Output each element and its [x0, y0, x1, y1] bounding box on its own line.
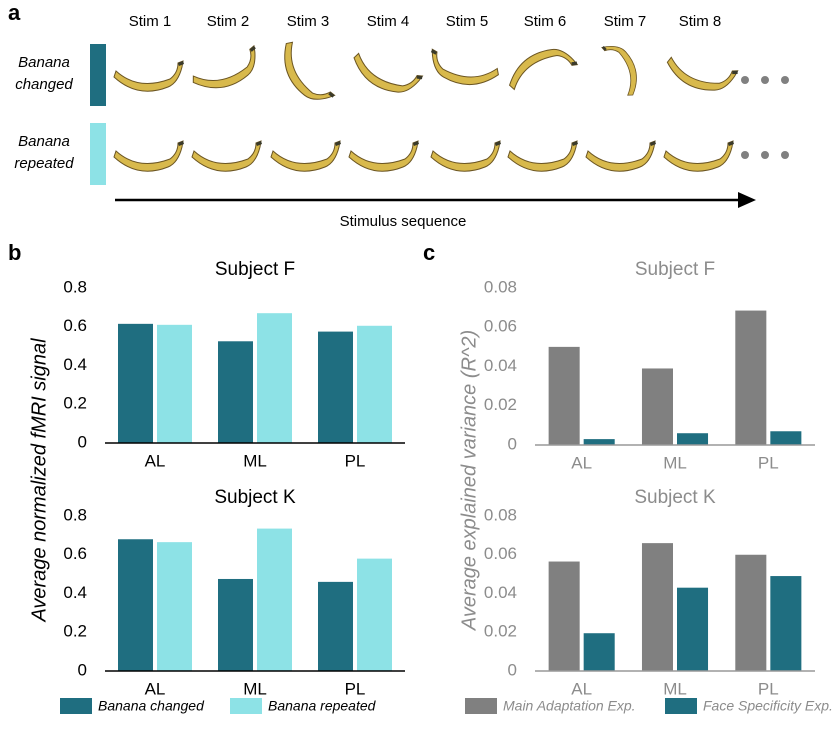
y-tick-label: 0.2 [63, 394, 87, 413]
arrow-head [738, 192, 756, 208]
bar [118, 539, 153, 671]
y-tick-label: 0.02 [484, 622, 517, 641]
row-label: Banana repeated [14, 133, 74, 172]
stim-label: Stim 8 [679, 13, 722, 30]
x-tick-label: AL [145, 451, 166, 470]
row-label: Banana changed [15, 54, 73, 93]
x-tick-label: PL [758, 453, 779, 472]
y-tick-label: 0 [78, 432, 87, 451]
bar [677, 587, 709, 671]
legend-swatch [60, 698, 92, 714]
bar [257, 313, 292, 443]
x-tick-label: PL [345, 451, 366, 470]
legend-label: Banana repeated [268, 698, 377, 714]
bar [318, 331, 353, 443]
x-tick-label: AL [571, 453, 592, 472]
y-axis-label: Average normalized fMRI signal [28, 338, 50, 623]
y-axis-label: Average explained variance (R^2) [458, 330, 480, 631]
condition-swatch [90, 123, 106, 185]
bar [583, 439, 615, 445]
legend-label: Face Specificity Exp. [703, 698, 833, 714]
bar [677, 433, 709, 445]
y-tick-label: 0.04 [484, 356, 517, 375]
chart-title: Subject F [215, 259, 295, 280]
stim-label: Stim 4 [367, 13, 410, 30]
x-tick-label: ML [243, 679, 267, 698]
y-tick-label: 0.8 [63, 505, 87, 524]
y-tick-label: 0.4 [63, 583, 87, 602]
y-tick-label: 0 [508, 660, 517, 679]
chart-title: Subject K [214, 487, 296, 508]
stimulus-images [113, 35, 789, 172]
bar [641, 368, 673, 445]
legend-swatch [665, 698, 697, 714]
stim-label: Stim 1 [129, 13, 172, 30]
y-tick-label: 0.06 [484, 544, 517, 563]
panel-label: b [8, 240, 21, 265]
y-tick-label: 0.08 [484, 277, 517, 296]
bar [735, 310, 767, 445]
stim-label: Stim 2 [207, 13, 250, 30]
x-tick-label: PL [758, 679, 779, 698]
bar [257, 528, 292, 671]
y-tick-label: 0.6 [63, 544, 87, 563]
y-tick-label: 0.8 [63, 277, 87, 296]
bar [770, 576, 802, 671]
bar [548, 561, 580, 671]
bar [548, 346, 580, 445]
bar [583, 633, 615, 671]
y-tick-label: 0.2 [63, 622, 87, 641]
y-tick-label: 0.06 [484, 317, 517, 336]
x-tick-label: ML [663, 453, 687, 472]
bar [641, 543, 673, 671]
bar [218, 341, 253, 443]
y-tick-label: 0 [508, 434, 517, 453]
axis-label: Stimulus sequence [340, 213, 467, 230]
stim-label: Stim 5 [446, 13, 489, 30]
y-tick-label: 0.02 [484, 395, 517, 414]
panel-label: a [8, 0, 21, 25]
x-tick-label: ML [243, 451, 267, 470]
bar [357, 325, 392, 443]
chart-title: Subject K [634, 487, 716, 508]
stim-label: Stim 7 [604, 13, 647, 30]
bar [157, 324, 192, 443]
panel-label: c [423, 240, 435, 265]
chart-title: Subject F [635, 259, 715, 280]
y-tick-label: 0.6 [63, 316, 87, 335]
x-tick-label: ML [663, 679, 687, 698]
y-tick-label: 0.08 [484, 505, 517, 524]
bar [357, 558, 392, 671]
legend-label: Main Adaptation Exp. [503, 698, 636, 714]
y-tick-label: 0.04 [484, 583, 517, 602]
bar [735, 554, 767, 671]
condition-swatch [90, 44, 106, 106]
legend-swatch [230, 698, 262, 714]
legend-swatch [465, 698, 497, 714]
y-tick-label: 0 [78, 660, 87, 679]
bar [318, 581, 353, 671]
stim-label: Stim 6 [524, 13, 567, 30]
x-tick-label: AL [145, 679, 166, 698]
stim-label: Stim 3 [287, 13, 330, 30]
x-tick-label: AL [571, 679, 592, 698]
legend-label: Banana changed [98, 698, 205, 714]
x-tick-label: PL [345, 679, 366, 698]
y-tick-label: 0.4 [63, 355, 87, 374]
bar [770, 431, 802, 445]
bar [118, 323, 153, 443]
bar [157, 542, 192, 671]
bar [218, 578, 253, 671]
